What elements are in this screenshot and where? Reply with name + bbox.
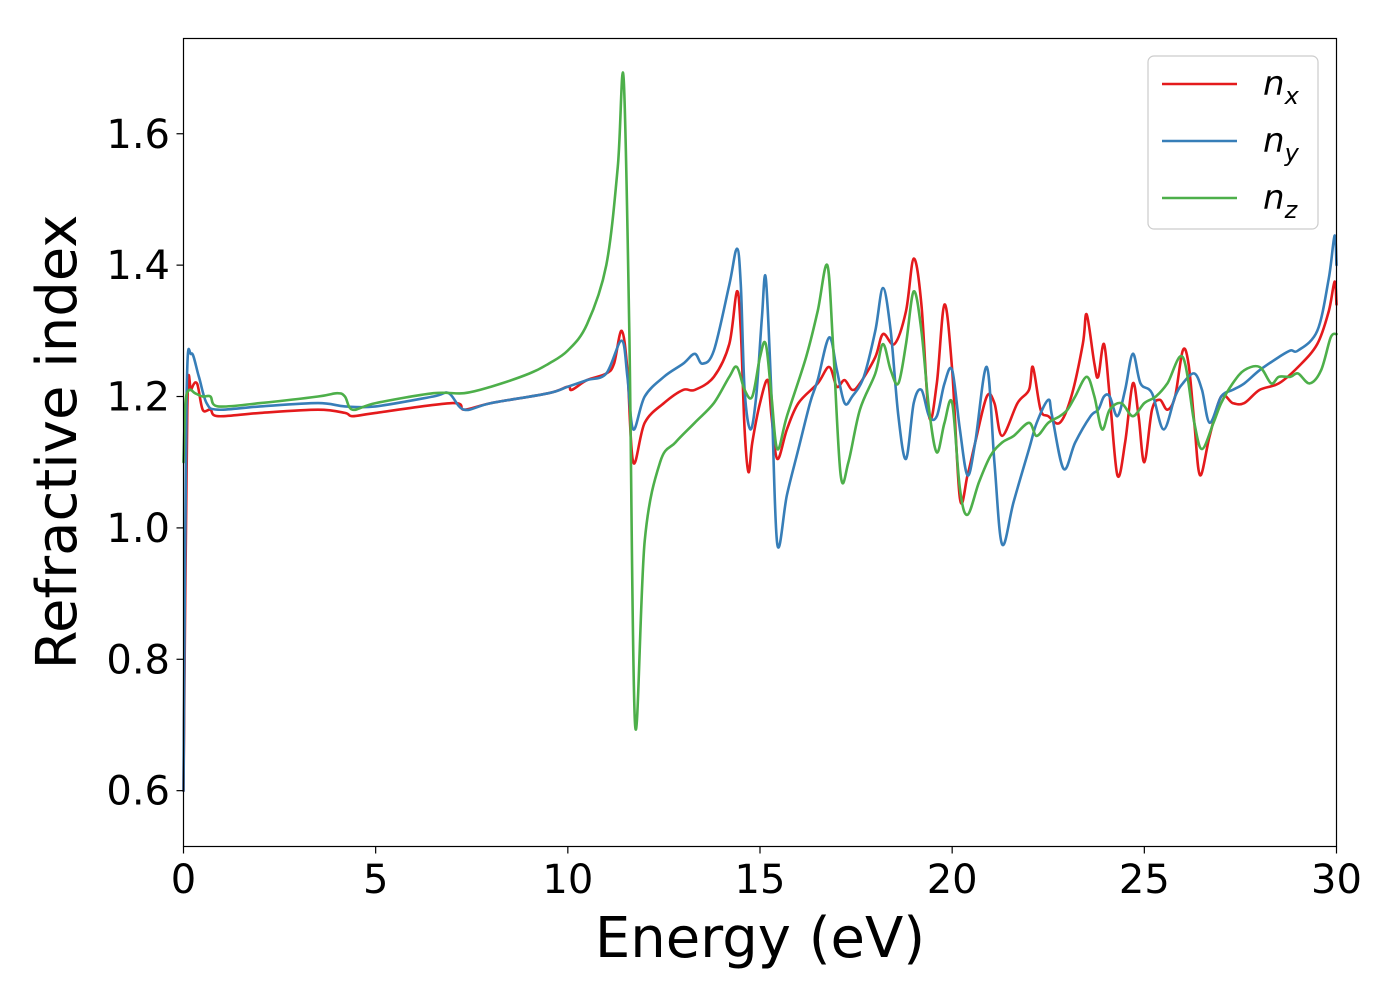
y-tick-label: 1.6 <box>106 112 170 158</box>
y-tick-label: 1.4 <box>106 243 170 289</box>
y-tick-label: 1.0 <box>106 506 170 552</box>
x-tick-label: 15 <box>735 857 786 903</box>
legend-label-z: nz <box>1263 178 1299 224</box>
x-tick-label: 25 <box>1119 857 1170 903</box>
x-axis-ticks: 0 5 10 15 20 25 30 <box>171 846 1362 903</box>
x-tick-label: 5 <box>363 857 388 903</box>
y-tick-label: 0.6 <box>106 769 170 815</box>
legend-label-x: nx <box>1263 64 1300 110</box>
y-axis-label: Refractive index <box>25 215 90 670</box>
y-tick-label: 1.2 <box>106 375 170 421</box>
legend-label-y: ny <box>1263 121 1300 167</box>
x-tick-label: 30 <box>1311 857 1362 903</box>
series-line-y <box>182 234 1338 792</box>
series-line-z <box>182 71 1338 731</box>
plot-lines <box>182 71 1338 792</box>
x-axis-label: Energy (eV) <box>595 906 925 971</box>
legend-box <box>1147 55 1319 230</box>
y-axis-ticks: 0.6 0.8 1.0 1.2 1.4 1.6 <box>106 112 184 815</box>
x-tick-label: 0 <box>171 857 196 903</box>
x-tick-label: 10 <box>542 857 593 903</box>
y-tick-label: 0.8 <box>106 637 170 683</box>
x-tick-label: 20 <box>927 857 978 903</box>
legend: nx ny nz <box>1147 55 1319 230</box>
legend-items: nx ny nz <box>1162 64 1300 224</box>
